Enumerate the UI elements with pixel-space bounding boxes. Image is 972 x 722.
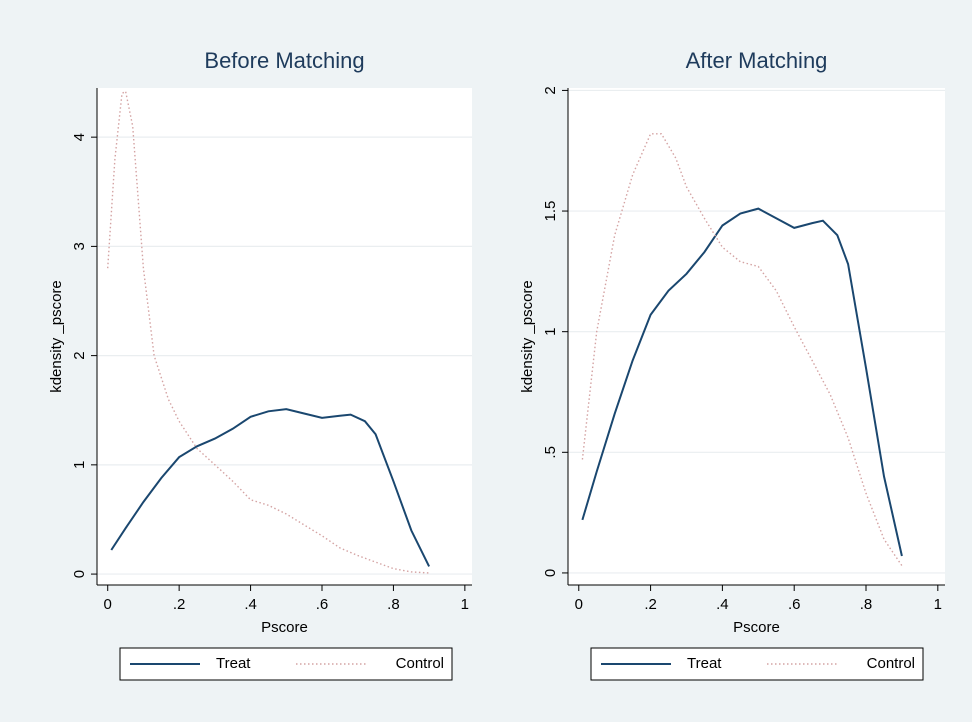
legend-label: Control <box>867 655 915 672</box>
y-tick-label: 3 <box>71 242 88 250</box>
y-tick-label: 0 <box>542 569 559 577</box>
x-tick-label: 0 <box>575 596 583 613</box>
y-tick-label: 1 <box>542 328 559 336</box>
legend-label: Treat <box>687 655 722 672</box>
series-line <box>110 408 430 567</box>
chart-title: After Matching <box>686 48 828 73</box>
plot-area <box>97 88 472 585</box>
x-axis-title: Pscore <box>261 619 308 636</box>
y-tick-label: 0 <box>71 570 88 578</box>
x-tick-label: 1 <box>934 596 942 613</box>
y-tick-label: 2 <box>542 86 559 94</box>
series-line <box>107 90 430 574</box>
x-tick-label: .4 <box>716 596 729 613</box>
plot-area <box>568 88 945 585</box>
y-tick-label: .5 <box>542 446 559 459</box>
y-tick-label: 1 <box>71 461 88 469</box>
x-tick-label: .2 <box>173 596 186 613</box>
x-tick-label: .2 <box>644 596 657 613</box>
legend-label: Treat <box>216 655 251 672</box>
y-tick-label: 4 <box>71 133 88 141</box>
chart-title: Before Matching <box>204 48 364 73</box>
x-tick-label: .4 <box>244 596 257 613</box>
x-tick-label: 0 <box>104 596 112 613</box>
y-axis-title: kdensity _pscore <box>48 280 65 393</box>
y-axis-title: kdensity _pscore <box>519 280 536 393</box>
x-tick-label: .8 <box>387 596 400 613</box>
series-line <box>581 133 903 567</box>
x-tick-label: .6 <box>316 596 329 613</box>
series-line <box>581 207 903 557</box>
y-tick-label: 1.5 <box>542 201 559 222</box>
x-tick-label: .6 <box>788 596 801 613</box>
y-tick-label: 2 <box>71 351 88 359</box>
x-axis-title: Pscore <box>733 619 780 636</box>
x-tick-label: 1 <box>461 596 469 613</box>
x-tick-label: .8 <box>860 596 873 613</box>
legend-label: Control <box>396 655 444 672</box>
